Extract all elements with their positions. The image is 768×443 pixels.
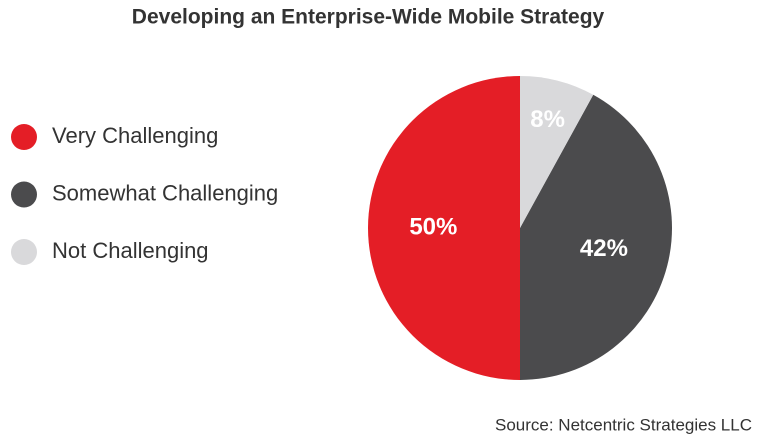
value-label: 50% bbox=[409, 213, 457, 240]
legend-swatch bbox=[11, 181, 37, 208]
legend-label: Somewhat Challenging bbox=[52, 180, 278, 205]
legend-label: Not Challenging bbox=[52, 238, 209, 263]
pie-slice bbox=[520, 76, 594, 228]
legend-swatch bbox=[11, 124, 37, 150]
source: Source: Netcentric Strategies LLC bbox=[495, 415, 752, 434]
pie-slice bbox=[520, 94, 673, 380]
pie-slice bbox=[368, 76, 520, 380]
legend-swatch bbox=[11, 239, 37, 265]
value-label: 42% bbox=[580, 235, 628, 262]
value-label: 8% bbox=[530, 106, 565, 133]
legend-label: Very Challenging bbox=[52, 123, 218, 148]
chart-title: Developing an Enterprise-Wide Mobile Str… bbox=[132, 6, 605, 29]
